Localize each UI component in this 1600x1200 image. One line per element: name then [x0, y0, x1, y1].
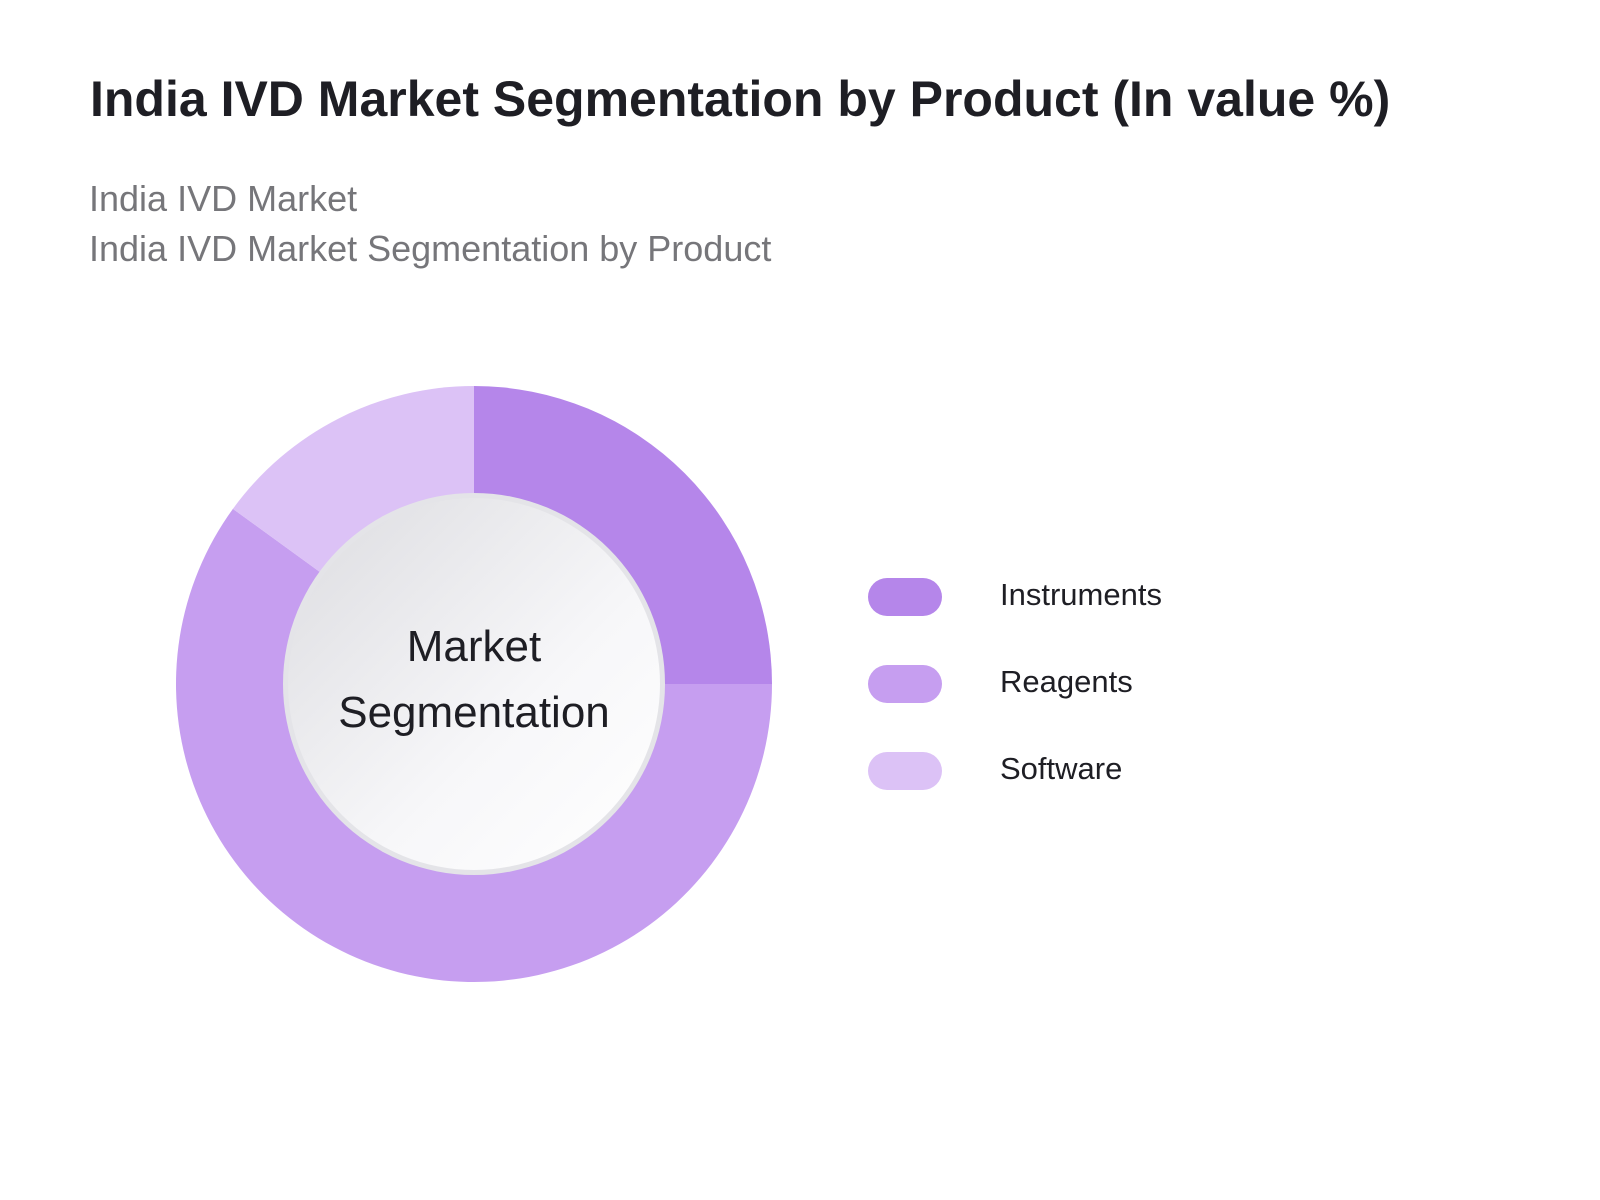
legend-swatch — [868, 578, 942, 616]
center-label: Market Segmentation — [338, 622, 610, 737]
chart-title: India IVD Market Segmentation by Product… — [90, 71, 1391, 127]
subtitle: India IVD Market — [89, 178, 358, 219]
legend-swatch — [868, 665, 942, 703]
legend-swatch — [868, 752, 942, 790]
legend-label: Reagents — [1000, 664, 1133, 699]
legend-label: Instruments — [1000, 577, 1162, 612]
legend-label: Software — [1000, 751, 1122, 786]
donut-hole — [288, 498, 660, 870]
subtitle: India IVD Market Segmentation by Product — [89, 228, 772, 269]
